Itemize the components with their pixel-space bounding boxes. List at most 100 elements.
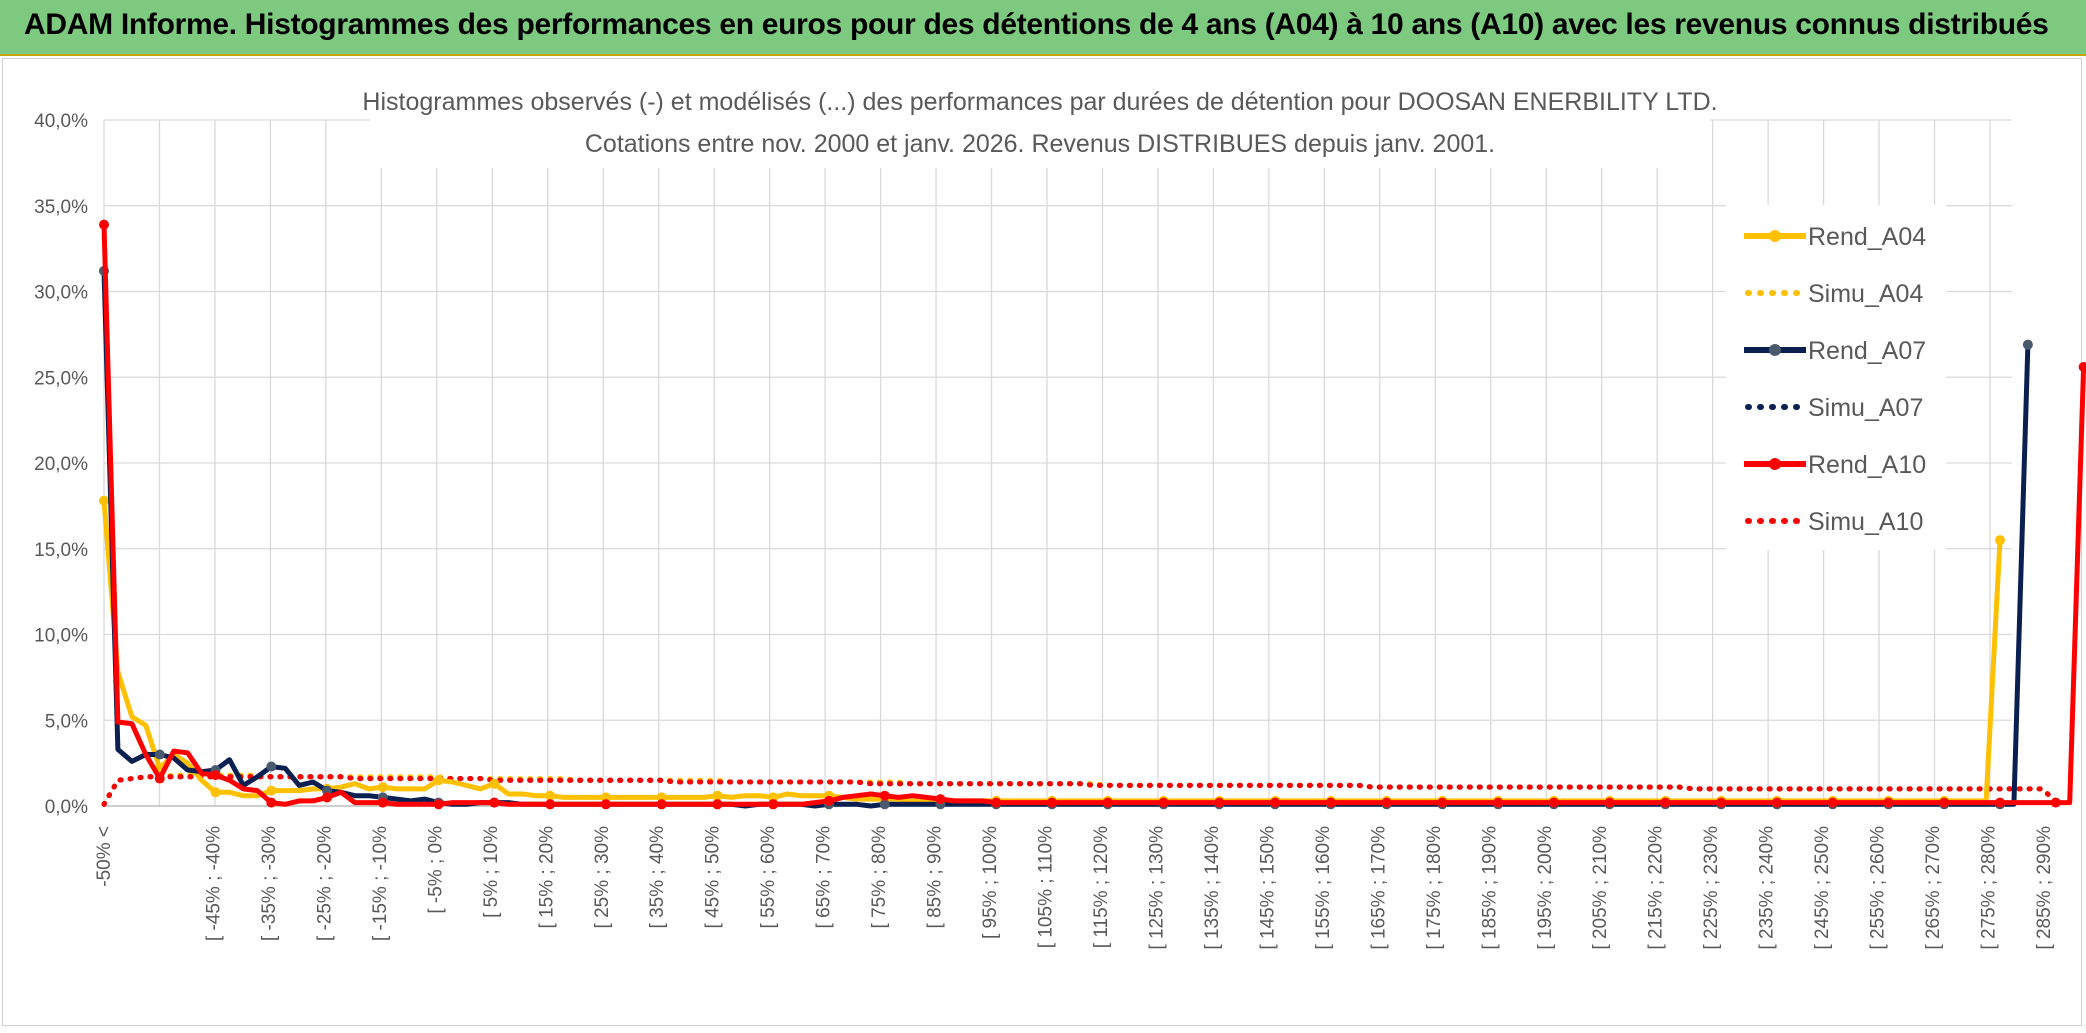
y-tick-label: 35,0%	[34, 197, 88, 218]
data-point	[1214, 797, 1225, 808]
x-tick-label: [ -15% ; -10%	[370, 826, 391, 941]
x-tick-label: [ 25% ; 30%	[592, 826, 613, 929]
x-tick-label: [ 185% ; 190%	[1479, 826, 1500, 950]
x-tick-label: [ 245% ; 250%	[1812, 826, 1833, 950]
data-point	[99, 495, 109, 506]
data-point	[768, 799, 779, 810]
data-point	[1883, 797, 1894, 808]
series-Rend_A04	[99, 495, 2005, 806]
data-point	[1604, 797, 1615, 808]
report-banner: ADAM Informe. Histogrammes des performan…	[0, 0, 2086, 56]
data-point	[712, 799, 723, 810]
series-line-Simu_A10	[101, 774, 2059, 807]
data-point	[823, 795, 834, 806]
data-point	[600, 799, 611, 810]
data-point	[656, 799, 667, 810]
data-point	[1381, 797, 1392, 808]
x-tick-label: [ 85% ; 90%	[925, 826, 946, 929]
x-tick-label: [ 215% ; 220%	[1646, 826, 1667, 950]
data-point	[712, 790, 723, 801]
x-tick-label: [ 145% ; 150%	[1257, 826, 1278, 950]
y-axis-ticks: 0,0% 5,0% 10,0% 15,0% 20,0% 25,0% 30,0% 35,0% 40…	[34, 111, 88, 818]
y-tick-label: 0,0%	[45, 797, 88, 818]
data-point	[991, 797, 1002, 808]
data-point	[1158, 797, 1169, 808]
x-tick-label: [ 35% ; 40%	[647, 826, 668, 929]
y-tick-label: 5,0%	[45, 711, 88, 732]
x-tick-label: [ 195% ; 200%	[1535, 826, 1556, 950]
data-point	[433, 799, 444, 810]
x-tick-label: [ 125% ; 130%	[1146, 826, 1167, 950]
legend-background	[1726, 205, 1946, 550]
data-point	[99, 219, 109, 230]
data-point	[433, 775, 444, 786]
x-tick-label: [ 265% ; 270%	[1923, 826, 1944, 950]
data-point	[1493, 797, 1504, 808]
x-tick-label: [ 175% ; 180%	[1424, 826, 1445, 950]
x-tick-label: [ 205% ; 210%	[1590, 826, 1611, 950]
data-point	[1660, 797, 1671, 808]
data-point	[1270, 797, 1281, 808]
legend-label: Simu_A04	[1808, 280, 1923, 308]
data-point	[656, 792, 667, 803]
data-point	[266, 761, 277, 772]
x-tick-label: [ -45% ; -40%	[203, 826, 224, 941]
x-tick-label: [ 275% ; 280%	[1979, 826, 2000, 950]
data-point	[154, 749, 165, 760]
x-tick-label: [ 75% ; 80%	[869, 826, 890, 929]
data-point	[489, 797, 500, 808]
x-tick-label: [ 115% ; 120%	[1091, 826, 1112, 948]
y-tick-label: 10,0%	[34, 626, 88, 647]
chart-gridlines	[103, 119, 2012, 807]
x-tick-label: [ 235% ; 240%	[1757, 826, 1778, 950]
x-tick-label: [ 225% ; 230%	[1701, 826, 1722, 950]
data-point	[1102, 797, 1113, 808]
data-point	[154, 773, 165, 784]
x-tick-label: [ 135% ; 140%	[1202, 826, 1223, 950]
chart-legend: Rend_A04 Simu_A04 Rend_A07 Simu_A07 Rend_A10…	[1726, 205, 1946, 550]
data-point	[879, 799, 890, 810]
data-point	[1716, 797, 1727, 808]
data-point	[545, 790, 556, 801]
legend-marker	[1769, 344, 1781, 356]
data-point	[879, 790, 890, 801]
chart-title-line-2: Cotations entre nov. 2000 et janv. 2026.…	[585, 130, 1495, 158]
legend-marker	[1769, 230, 1781, 242]
data-point	[1325, 797, 1336, 808]
x-tick-label: [ 55% ; 60%	[758, 826, 779, 929]
data-point	[489, 778, 500, 789]
data-point	[2078, 361, 2086, 372]
data-point	[210, 770, 221, 781]
data-point	[545, 799, 556, 810]
y-tick-label: 30,0%	[34, 283, 88, 304]
data-point	[1047, 797, 1057, 808]
legend-label: Simu_A10	[1808, 508, 1923, 536]
x-tick-label: [ 45% ; 50%	[703, 826, 724, 929]
series-line-Rend_A04	[101, 500, 2003, 804]
data-point	[377, 797, 388, 808]
legend-label: Rend_A04	[1808, 223, 1926, 251]
legend-label: Simu_A07	[1808, 394, 1923, 422]
data-point	[1548, 797, 1559, 808]
chart-frame	[2, 58, 2082, 1026]
x-tick-label: [ 95% ; 100%	[980, 826, 1001, 939]
series-Rend_A10	[99, 219, 2086, 810]
data-point	[1437, 797, 1448, 808]
data-point	[322, 785, 333, 796]
data-point	[266, 797, 277, 808]
x-tick-label: [ 155% ; 160%	[1313, 826, 1334, 950]
x-tick-label: [ 65% ; 70%	[814, 826, 835, 929]
data-point	[377, 782, 388, 793]
data-point	[1995, 535, 2005, 546]
x-tick-label: [ -35% ; -30%	[259, 826, 280, 941]
legend-label: Rend_A10	[1808, 451, 1926, 479]
x-tick-label: [ 165% ; 170%	[1368, 826, 1389, 950]
data-point	[1827, 797, 1838, 808]
series-Simu_A10	[101, 774, 2059, 807]
x-tick-label: -50% <	[94, 826, 115, 887]
y-tick-label: 25,0%	[34, 368, 88, 389]
legend-label: Rend_A07	[1808, 337, 1926, 365]
y-tick-label: 40,0%	[34, 111, 88, 132]
x-tick-label: [ 255% ; 260%	[1868, 826, 1889, 950]
